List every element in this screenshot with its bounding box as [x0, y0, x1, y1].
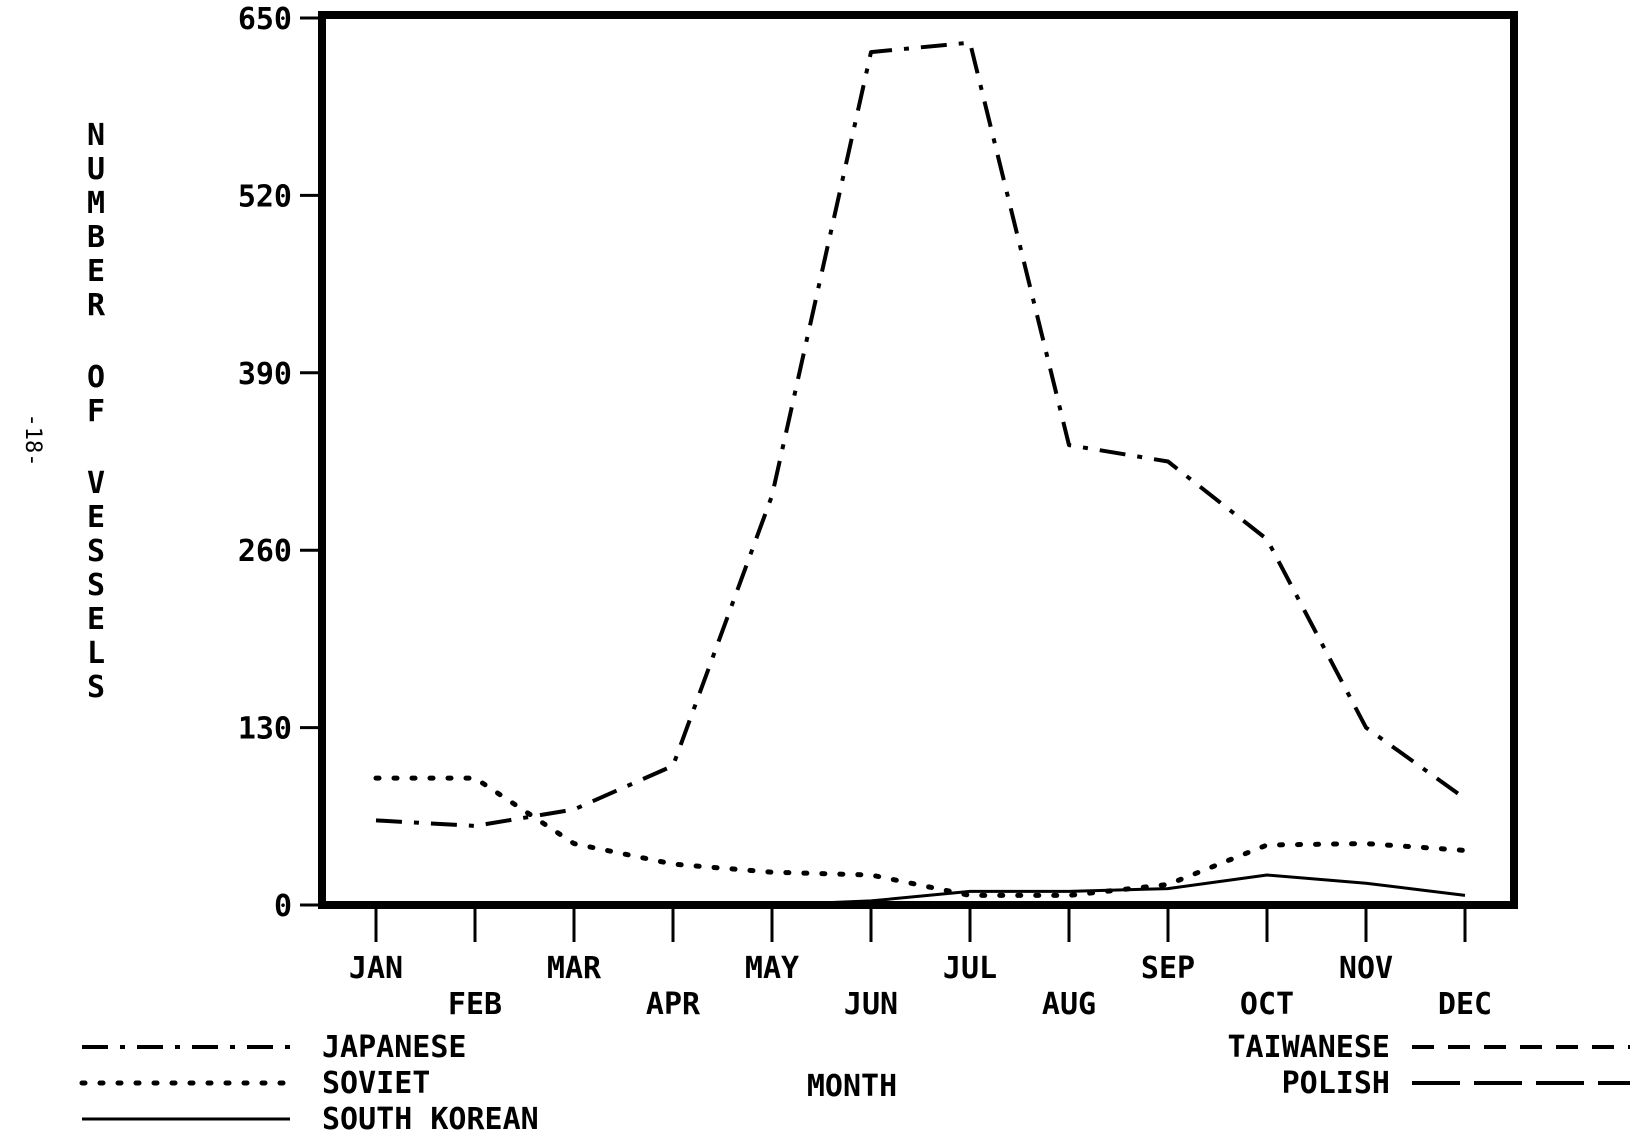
- y-tick-label: 260: [238, 534, 292, 569]
- y-axis-title-letter: O: [87, 360, 105, 395]
- y-axis-title-letter: L: [87, 636, 105, 671]
- series-line-soviet: [373, 775, 1468, 898]
- y-axis-title-letter: R: [87, 288, 106, 323]
- series-line-south-korean: [376, 873, 1466, 907]
- series-line-japanese: [375, 40, 1467, 828]
- y-axis-title-letter: U: [87, 152, 105, 187]
- y-axis-title-letter: S: [87, 670, 105, 705]
- y-tick-label: 0: [274, 889, 292, 924]
- x-tick-label: JUN: [844, 987, 898, 1022]
- y-tick-label: 520: [238, 179, 292, 214]
- x-tick-label: OCT: [1240, 987, 1294, 1022]
- y-axis-title-letter: F: [87, 394, 105, 429]
- x-tick-label: DEC: [1438, 987, 1492, 1022]
- x-axis: JAN FEB MAR APR MAY JUN JUL AUG SEP OCT NOV DEC: [349, 905, 1492, 1022]
- x-tick-label: MAR: [547, 951, 602, 986]
- series-lines: [373, 40, 1468, 907]
- y-axis-title-letter: N: [87, 118, 105, 153]
- y-axis-title-letter: E: [87, 602, 105, 637]
- legend-label: SOUTH KOREAN: [322, 1102, 539, 1137]
- x-tick-label: FEB: [448, 987, 502, 1022]
- y-axis-title-letter: S: [87, 534, 105, 569]
- y-axis-title-letter: E: [87, 254, 105, 289]
- x-tick-label: JUL: [943, 951, 997, 986]
- x-tick-label: JAN: [349, 951, 403, 986]
- legend-label: TAIWANESE: [1227, 1030, 1390, 1065]
- y-axis: 0 130 260 390 520 650: [238, 2, 326, 924]
- x-axis-title: MONTH: [807, 1069, 897, 1104]
- y-axis-title-letter: S: [87, 568, 105, 603]
- x-tick-label: AUG: [1042, 987, 1096, 1022]
- y-axis-title-letter: M: [87, 186, 105, 221]
- x-tick-label: MAY: [745, 951, 799, 986]
- x-tick-label: APR: [646, 987, 701, 1022]
- y-tick-label: 650: [238, 2, 292, 37]
- legend-label: POLISH: [1282, 1066, 1390, 1101]
- legend-label: SOVIET: [322, 1066, 430, 1101]
- legend-label: JAPANESE: [322, 1030, 467, 1065]
- plot-frame: [318, 11, 1518, 909]
- y-tick-label: 390: [238, 357, 292, 392]
- x-tick-label: NOV: [1339, 951, 1393, 986]
- y-axis-title-letter: E: [87, 500, 105, 535]
- page-number: -18-: [20, 414, 45, 467]
- y-axis-title-letter: V: [87, 466, 105, 501]
- y-axis-title-letter: B: [87, 220, 105, 255]
- x-tick-label: SEP: [1141, 951, 1195, 986]
- y-tick-label: 130: [238, 712, 292, 747]
